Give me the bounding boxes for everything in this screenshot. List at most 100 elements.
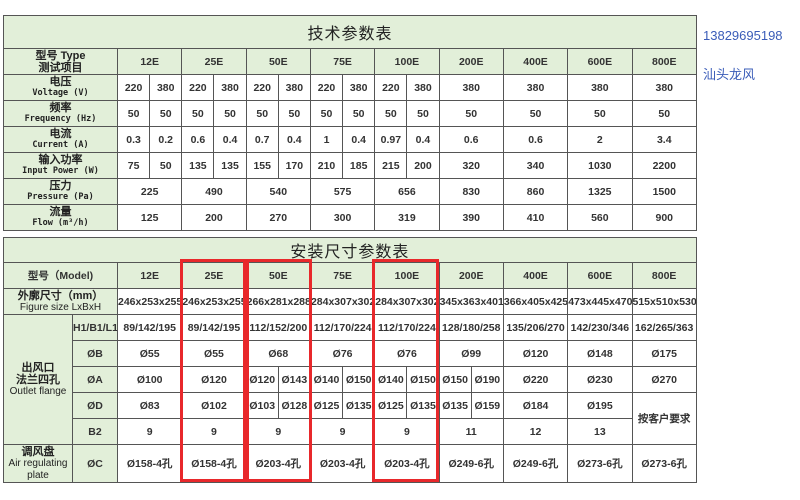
model-header-400e: 400E xyxy=(502,262,569,289)
value-cell: Ø230 xyxy=(567,366,633,393)
model-header-800e: 800E xyxy=(631,262,697,289)
value-cell: Ø99 xyxy=(438,340,504,367)
value-cell: Ø150 xyxy=(342,366,376,393)
value-cell: 89/142/195 xyxy=(181,314,247,341)
installation-dimensions-table: 安装尺寸参数表 型号（Model) 12E 25E 50E 75E 100E 200E 400… xyxy=(3,237,697,483)
value-cell: 50 xyxy=(309,100,344,127)
value-cell: 380 xyxy=(277,74,311,101)
value-cell: 50 xyxy=(374,100,408,127)
value-cell: 380 xyxy=(149,74,183,101)
value-cell: 按客户要求 xyxy=(631,392,697,445)
value-cell: 2 xyxy=(567,126,633,153)
value-cell: 380 xyxy=(438,74,504,101)
value-cell: 410 xyxy=(502,204,569,231)
value-cell: 319 xyxy=(374,204,440,231)
row-label: 电流 Current (A) xyxy=(3,126,118,153)
value-cell: 112/152/200 xyxy=(245,314,311,341)
model-header-25e: 25E xyxy=(181,262,247,289)
value-cell: 3.4 xyxy=(631,126,698,153)
value-cell: 266x281x288 xyxy=(245,288,311,315)
value-cell: 0.4 xyxy=(406,126,440,153)
value-cell: 380 xyxy=(631,74,698,101)
value-cell: 50 xyxy=(181,100,215,127)
model-header-75e: 75E xyxy=(309,48,376,75)
model-header-200e: 200E xyxy=(438,262,504,289)
value-cell: 220 xyxy=(245,74,279,101)
value-cell: Ø195 xyxy=(567,392,633,419)
technical-parameters-table: 技术参数表 型号 Type 测试项目 12E 25E 50E 75E 100E 200E 40… xyxy=(2,15,698,231)
value-cell: Ø175 xyxy=(631,340,697,367)
model-header-800e: 800E xyxy=(631,48,698,75)
value-cell: 170 xyxy=(277,152,311,179)
value-cell: 380 xyxy=(342,74,376,101)
value-cell: 220 xyxy=(374,74,408,101)
value-cell: 200 xyxy=(181,204,247,231)
value-cell: 50 xyxy=(213,100,247,127)
row-label: 流量 Flow (m³/h) xyxy=(3,204,118,231)
install-table-title: 安装尺寸参数表 xyxy=(3,237,697,263)
value-cell: 830 xyxy=(438,178,504,205)
value-cell: Ø68 xyxy=(245,340,311,367)
value-cell: Ø270 xyxy=(631,366,697,393)
model-header-label: 型号（Model) xyxy=(3,262,118,289)
sub-label: ØD xyxy=(72,392,118,419)
value-cell: 50 xyxy=(116,100,151,127)
table-row: 输入功率 Input Power (W) 75 50 135 135 155 170 210 18… xyxy=(3,152,698,179)
outlet-row: ØD Ø83 Ø102 Ø103 Ø128 Ø125 Ø135 Ø125 Ø135 Ø135 Ø15… xyxy=(4,392,697,445)
sub-label: ØB xyxy=(72,340,118,367)
model-header-400e: 400E xyxy=(502,48,569,75)
value-cell: Ø76 xyxy=(309,340,376,367)
value-cell: Ø125 xyxy=(309,392,344,419)
value-cell: 9 xyxy=(116,418,183,445)
highlight-box-50e xyxy=(246,259,312,482)
value-cell: 380 xyxy=(567,74,633,101)
value-cell: Ø249-6孔 xyxy=(438,444,504,483)
value-cell: 0.7 xyxy=(245,126,279,153)
model-header-100e: 100E xyxy=(374,48,440,75)
value-cell: Ø55 xyxy=(116,340,183,367)
sub-label: B2 xyxy=(72,418,118,445)
value-cell: 1030 xyxy=(567,152,633,179)
value-cell: Ø220 xyxy=(502,366,569,393)
value-cell: 162/265/363 xyxy=(631,314,697,341)
model-header-600e: 600E xyxy=(567,48,633,75)
type-header: 型号 Type 测试项目 xyxy=(3,48,118,75)
value-cell: 473x445x470 xyxy=(567,288,633,315)
value-cell: Ø148 xyxy=(567,340,633,367)
model-header-row: 型号（Model) 12E 25E 50E 75E 100E 200E 400E 600E 800… xyxy=(3,262,697,289)
value-cell: 1500 xyxy=(631,178,698,205)
value-cell: 50 xyxy=(342,100,376,127)
value-cell: 284x307x302 xyxy=(309,288,376,315)
value-cell: 490 xyxy=(181,178,247,205)
table-row: 电流 Current (A) 0.3 0.2 0.6 0.4 0.7 0.4 1 0.4 0.97 0… xyxy=(3,126,698,153)
value-cell: Ø125 xyxy=(374,392,408,419)
value-cell: 89/142/195 xyxy=(116,314,183,341)
value-cell: Ø273-6孔 xyxy=(631,444,697,483)
model-header-50e: 50E xyxy=(245,48,311,75)
value-cell: 112/170/224 xyxy=(309,314,376,341)
value-cell: Ø159 xyxy=(470,392,504,419)
value-cell: 0.4 xyxy=(277,126,311,153)
value-cell: 0.2 xyxy=(149,126,183,153)
value-cell: 12 xyxy=(502,418,569,445)
value-cell: Ø55 xyxy=(181,340,247,367)
table-row: 流量 Flow (m³/h) 125 200 270 300 319 390 410 560 900 xyxy=(3,204,698,231)
value-cell: 270 xyxy=(245,204,311,231)
value-cell: Ø150 xyxy=(438,366,472,393)
sub-label: ØC xyxy=(72,444,118,483)
value-cell: 135/206/270 xyxy=(502,314,569,341)
table-row: 频率 Frequency (Hz) 50 50 50 50 50 50 50 50 50 50 50 50… xyxy=(3,100,698,127)
value-cell: 50 xyxy=(438,100,504,127)
value-cell: 50 xyxy=(631,100,698,127)
value-cell: 50 xyxy=(149,100,183,127)
sub-label: H1/B1/L1 xyxy=(72,314,118,341)
value-cell: 11 xyxy=(438,418,504,445)
value-cell: Ø128 xyxy=(277,392,311,419)
value-cell: Ø203-4孔 xyxy=(309,444,376,483)
highlight-box-25e xyxy=(180,259,246,482)
model-header-25e: 25E xyxy=(181,48,247,75)
value-cell: 515x510x530 xyxy=(631,288,697,315)
value-cell: 0.6 xyxy=(438,126,504,153)
value-cell: 215 xyxy=(374,152,408,179)
value-cell: Ø158-4孔 xyxy=(116,444,183,483)
